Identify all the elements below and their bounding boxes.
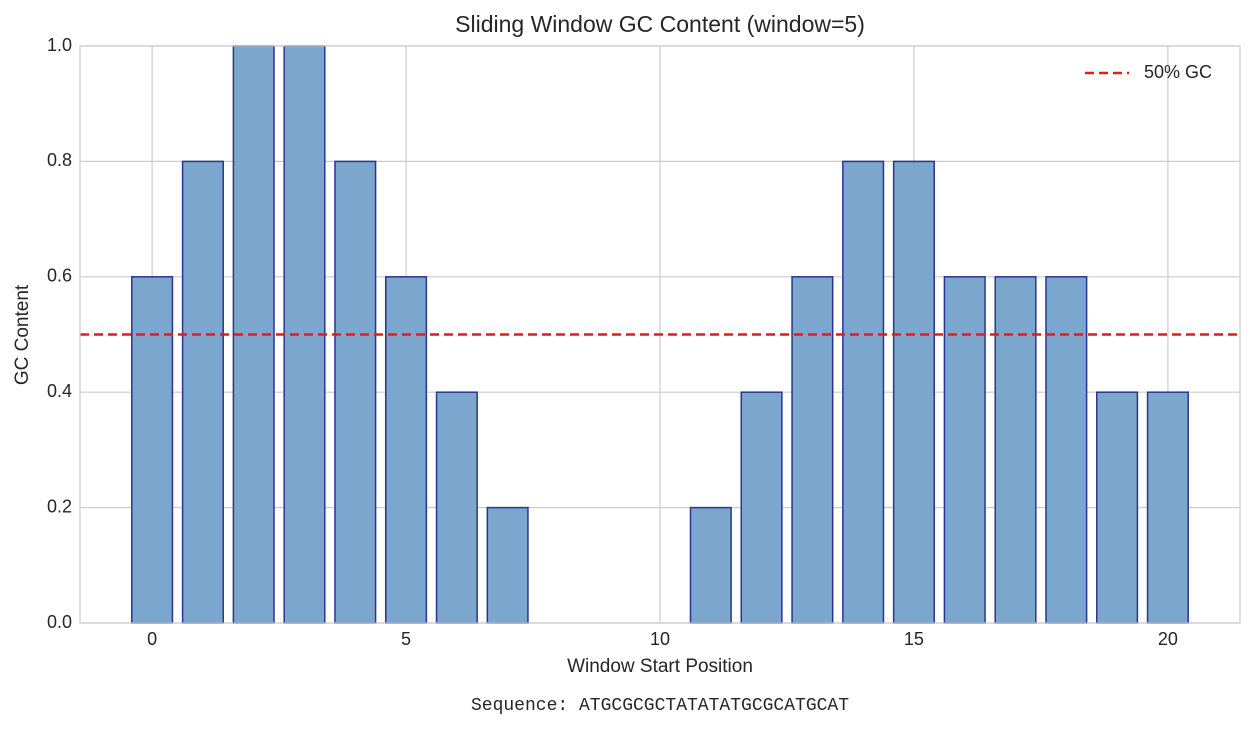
bar	[131, 276, 174, 624]
x-tick-label: 10	[650, 629, 670, 649]
legend-label: 50% GC	[1144, 62, 1212, 82]
y-tick-label: 1.0	[47, 35, 72, 55]
x-tick-label: 0	[147, 629, 157, 649]
bar	[1146, 391, 1189, 624]
x-axis-label: Window Start Position	[567, 656, 753, 677]
bar	[1096, 391, 1139, 624]
bar	[740, 391, 783, 624]
sequence-annotation: Sequence: ATGCGCGCTATATATGCGCATGCAT	[471, 696, 849, 716]
y-tick-label: 0.4	[47, 381, 72, 401]
bar	[791, 276, 834, 624]
y-tick-label: 0.8	[47, 150, 72, 170]
bar	[994, 276, 1037, 624]
x-tick-label: 15	[904, 629, 924, 649]
bar	[435, 391, 478, 624]
bar	[943, 276, 986, 624]
x-tick-label: 5	[401, 629, 411, 649]
bar	[486, 506, 529, 624]
bar	[181, 160, 224, 624]
bar	[842, 160, 885, 624]
y-tick-label: 0.6	[47, 266, 72, 286]
x-tick-label: 20	[1158, 629, 1178, 649]
bar	[334, 160, 377, 624]
bar	[384, 276, 428, 624]
y-tick-label: 0.2	[47, 496, 72, 516]
bar	[1045, 276, 1088, 624]
plot-border	[79, 45, 1241, 624]
y-axis-label: GC Content	[12, 284, 33, 385]
bar	[892, 160, 936, 624]
y-tick-label: 0.0	[47, 612, 72, 632]
bar	[689, 506, 732, 624]
chart-title: Sliding Window GC Content (window=5)	[455, 11, 865, 37]
